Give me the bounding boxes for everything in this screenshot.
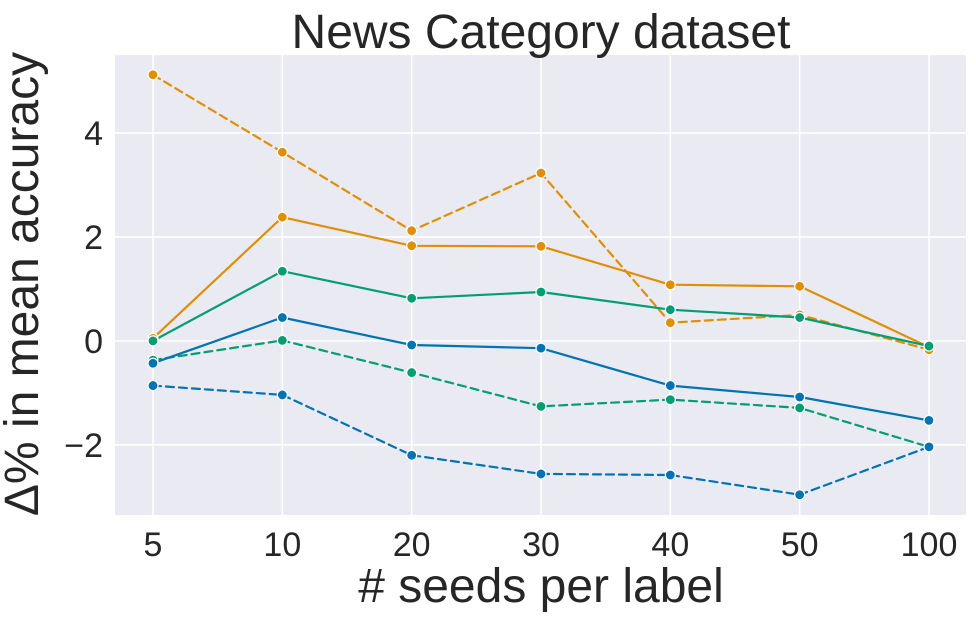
x-tick-label: 10 — [263, 526, 301, 564]
data-point — [147, 69, 159, 81]
data-point — [535, 342, 547, 354]
data-point — [535, 468, 547, 480]
x-axis-label: # seeds per label — [358, 560, 724, 613]
data-point — [147, 335, 159, 347]
x-tick-label: 20 — [393, 526, 431, 564]
data-point — [276, 311, 288, 324]
data-point — [406, 225, 418, 237]
data-point — [276, 389, 288, 401]
series-markers — [147, 69, 935, 501]
data-point — [794, 280, 806, 292]
data-point — [794, 489, 806, 501]
x-tick-label: 40 — [651, 526, 689, 564]
y-tick-label: 2 — [84, 219, 103, 257]
data-point — [664, 394, 676, 406]
x-tick-label: 5 — [144, 526, 163, 564]
data-point — [664, 317, 676, 329]
grid-lines — [115, 55, 966, 515]
data-point — [794, 402, 806, 414]
data-point — [923, 340, 935, 352]
data-point — [535, 400, 547, 412]
y-tick-labels: −2 0 2 4 — [64, 115, 103, 465]
y-tick-label: 0 — [84, 323, 103, 361]
data-point — [276, 211, 288, 223]
data-point — [664, 304, 676, 316]
data-point — [276, 265, 288, 277]
data-point — [147, 357, 159, 369]
data-point — [406, 240, 418, 252]
data-point — [276, 334, 288, 346]
x-tick-labels: 5 10 20 30 40 50 100 — [144, 526, 958, 564]
data-point — [664, 379, 676, 392]
x-tick-label: 50 — [781, 526, 819, 564]
data-point — [794, 311, 806, 324]
data-point — [535, 286, 547, 298]
y-axis-label: Δ% in mean accuracy — [0, 52, 49, 516]
data-point — [406, 339, 418, 351]
data-point — [923, 441, 935, 453]
data-point — [535, 167, 547, 179]
data-point — [535, 240, 547, 252]
chart-title: News Category dataset — [292, 6, 791, 59]
data-point — [664, 279, 676, 291]
data-point — [923, 414, 935, 427]
y-tick-label: −2 — [64, 427, 103, 465]
data-point — [406, 366, 418, 379]
data-point — [794, 391, 806, 403]
data-point — [406, 292, 418, 304]
x-tick-label: 100 — [901, 526, 958, 564]
data-point — [406, 449, 418, 461]
data-point — [276, 146, 288, 158]
data-point — [147, 379, 159, 392]
x-tick-label: 30 — [522, 526, 560, 564]
y-tick-label: 4 — [84, 115, 103, 153]
data-point — [664, 469, 676, 481]
